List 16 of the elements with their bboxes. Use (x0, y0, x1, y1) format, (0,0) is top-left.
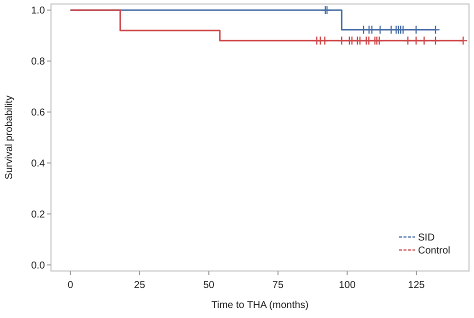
y-tick-label: 0.8 (31, 56, 46, 68)
x-tick-label: 25 (134, 280, 146, 291)
x-axis-title: Time to THA (months) (211, 300, 309, 311)
legend-label: Control (418, 246, 450, 256)
y-tick-label: 0.4 (31, 158, 46, 170)
x-tick-label: 100 (338, 280, 356, 291)
x-tick-label: 0 (68, 280, 74, 291)
x-tick-label: 50 (203, 280, 215, 291)
y-tick-label: 0.0 (31, 260, 46, 272)
x-tick-label: 75 (272, 280, 284, 291)
y-axis-title: Survival probability (4, 96, 15, 180)
y-tick-label: 0.6 (31, 108, 46, 119)
y-tick-label: 0.2 (31, 209, 46, 220)
legend-label: SID (418, 232, 435, 244)
x-tick-label: 125 (408, 280, 426, 291)
y-tick-label: 1.0 (31, 6, 46, 17)
